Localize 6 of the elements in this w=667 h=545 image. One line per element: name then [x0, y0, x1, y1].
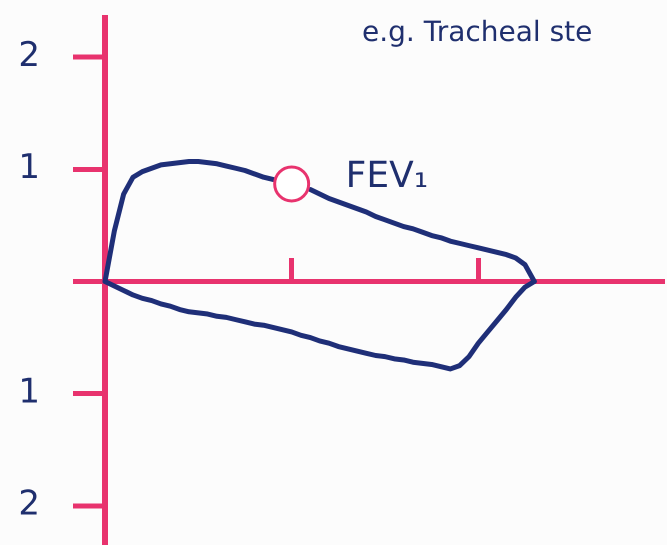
series-label: FEV₁: [346, 154, 428, 196]
y-tick-label: 2: [18, 35, 40, 76]
y-tick-label: 2: [18, 484, 40, 524]
y-tick-label: 1: [18, 147, 40, 188]
chart-title: e.g. Tracheal ste: [362, 15, 592, 48]
y-tick-label: 1: [18, 371, 40, 412]
